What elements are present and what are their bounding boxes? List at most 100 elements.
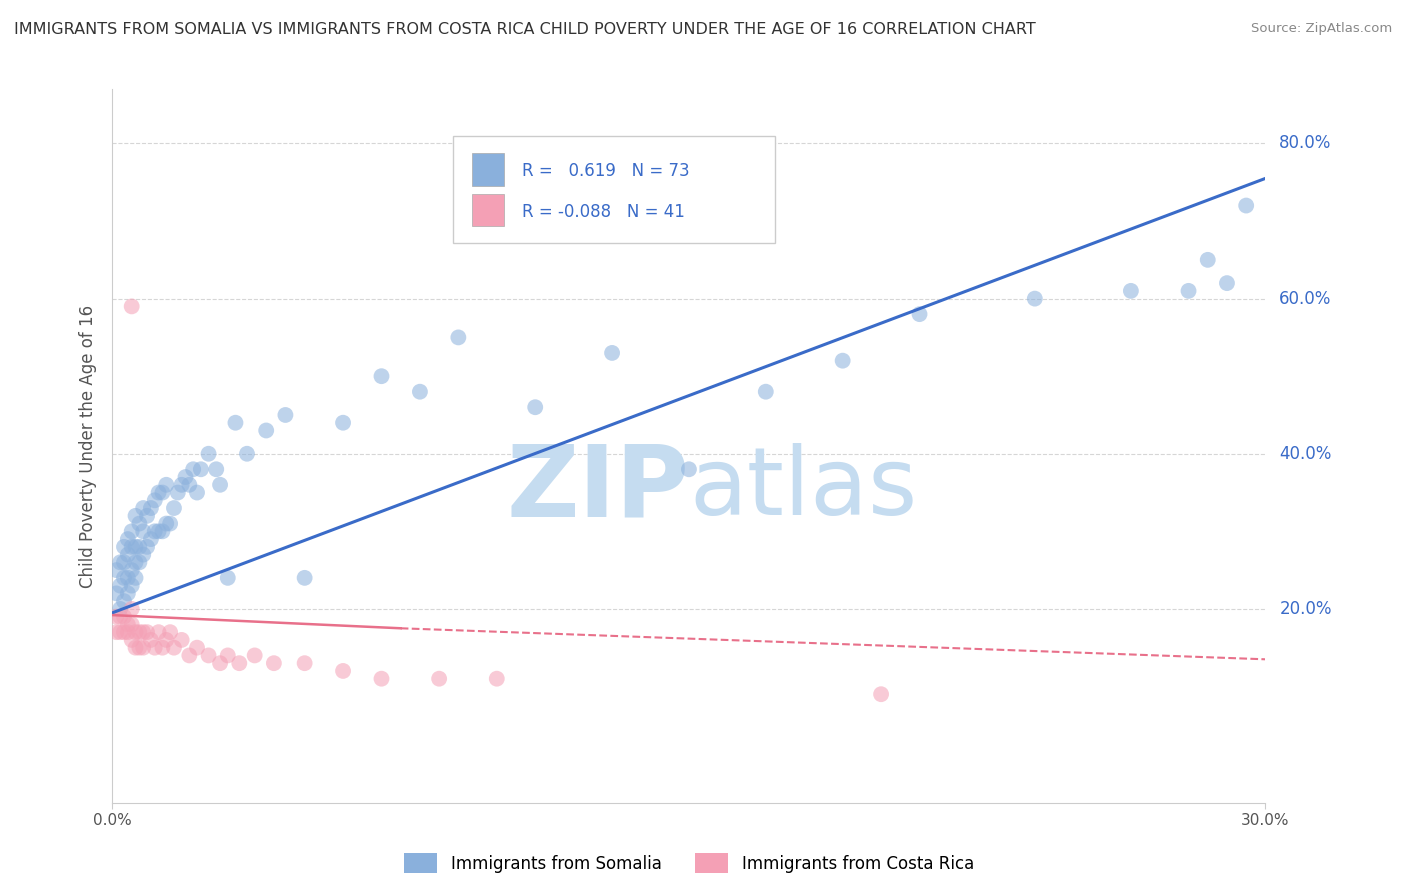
Point — [243, 648, 266, 663]
Point — [294, 571, 316, 585]
Point — [124, 640, 146, 655]
Point — [121, 579, 143, 593]
Point — [485, 672, 508, 686]
Point — [447, 330, 470, 344]
Point — [190, 462, 212, 476]
Point — [1216, 276, 1239, 290]
Point — [117, 625, 139, 640]
Point — [217, 571, 239, 585]
Point — [332, 664, 354, 678]
Point — [117, 571, 139, 585]
Point — [136, 508, 159, 523]
Point — [132, 501, 155, 516]
Point — [124, 540, 146, 554]
Point — [152, 524, 174, 539]
Point — [163, 640, 186, 655]
Text: R = -0.088   N = 41: R = -0.088 N = 41 — [522, 203, 685, 221]
Point — [274, 408, 297, 422]
FancyBboxPatch shape — [453, 136, 776, 243]
Point — [179, 477, 201, 491]
Point — [105, 586, 128, 600]
Point — [108, 602, 131, 616]
Point — [678, 462, 700, 476]
Point — [117, 617, 139, 632]
Point — [136, 625, 159, 640]
Text: 40.0%: 40.0% — [1279, 445, 1331, 463]
Point — [170, 477, 193, 491]
Point — [370, 369, 392, 384]
Point — [1197, 252, 1219, 267]
Point — [152, 485, 174, 500]
Point — [1119, 284, 1142, 298]
Text: 80.0%: 80.0% — [1279, 135, 1331, 153]
FancyBboxPatch shape — [472, 194, 505, 227]
Point — [155, 632, 177, 647]
Point — [163, 501, 186, 516]
Point — [112, 555, 135, 569]
Point — [254, 424, 277, 438]
Point — [121, 602, 143, 616]
Point — [121, 617, 143, 632]
Point — [224, 416, 246, 430]
Point — [128, 555, 150, 569]
Point — [1177, 284, 1199, 298]
Text: Source: ZipAtlas.com: Source: ZipAtlas.com — [1251, 22, 1392, 36]
Text: IMMIGRANTS FROM SOMALIA VS IMMIGRANTS FROM COSTA RICA CHILD POVERTY UNDER THE AG: IMMIGRANTS FROM SOMALIA VS IMMIGRANTS FR… — [14, 22, 1036, 37]
Point — [159, 625, 181, 640]
Point — [148, 524, 170, 539]
Point — [124, 555, 146, 569]
Point — [908, 307, 931, 321]
Point — [143, 493, 166, 508]
Point — [136, 540, 159, 554]
FancyBboxPatch shape — [472, 153, 505, 186]
Point — [186, 640, 208, 655]
Text: 20.0%: 20.0% — [1279, 600, 1331, 618]
Point — [124, 625, 146, 640]
Point — [117, 548, 139, 562]
Point — [117, 532, 139, 546]
Point — [831, 353, 853, 368]
Text: 60.0%: 60.0% — [1279, 290, 1331, 308]
Text: atlas: atlas — [689, 442, 917, 535]
Point — [112, 625, 135, 640]
Point — [105, 563, 128, 577]
Point — [143, 640, 166, 655]
Point — [181, 462, 204, 476]
Point — [755, 384, 778, 399]
Point — [294, 656, 316, 670]
Text: ZIP: ZIP — [506, 441, 689, 537]
Point — [600, 346, 623, 360]
Point — [139, 632, 162, 647]
Point — [166, 485, 188, 500]
Point — [427, 672, 450, 686]
Point — [524, 401, 547, 415]
Point — [124, 571, 146, 585]
Point — [148, 485, 170, 500]
Point — [170, 632, 193, 647]
Point — [112, 609, 135, 624]
Point — [228, 656, 250, 670]
Point — [236, 447, 259, 461]
Point — [143, 524, 166, 539]
Point — [121, 563, 143, 577]
Point — [870, 687, 893, 701]
Point — [159, 516, 181, 531]
Point — [197, 648, 219, 663]
Point — [105, 609, 128, 624]
Point — [112, 571, 135, 585]
Point — [121, 299, 143, 313]
Text: R =   0.619   N = 73: R = 0.619 N = 73 — [522, 161, 689, 179]
Point — [112, 540, 135, 554]
Point — [108, 625, 131, 640]
Point — [121, 632, 143, 647]
Point — [174, 470, 197, 484]
Point — [409, 384, 432, 399]
Point — [332, 416, 354, 430]
Point — [263, 656, 285, 670]
Point — [197, 447, 219, 461]
Point — [370, 672, 392, 686]
Legend: Immigrants from Somalia, Immigrants from Costa Rica: Immigrants from Somalia, Immigrants from… — [398, 847, 980, 880]
Point — [108, 609, 131, 624]
Point — [128, 640, 150, 655]
Point — [217, 648, 239, 663]
